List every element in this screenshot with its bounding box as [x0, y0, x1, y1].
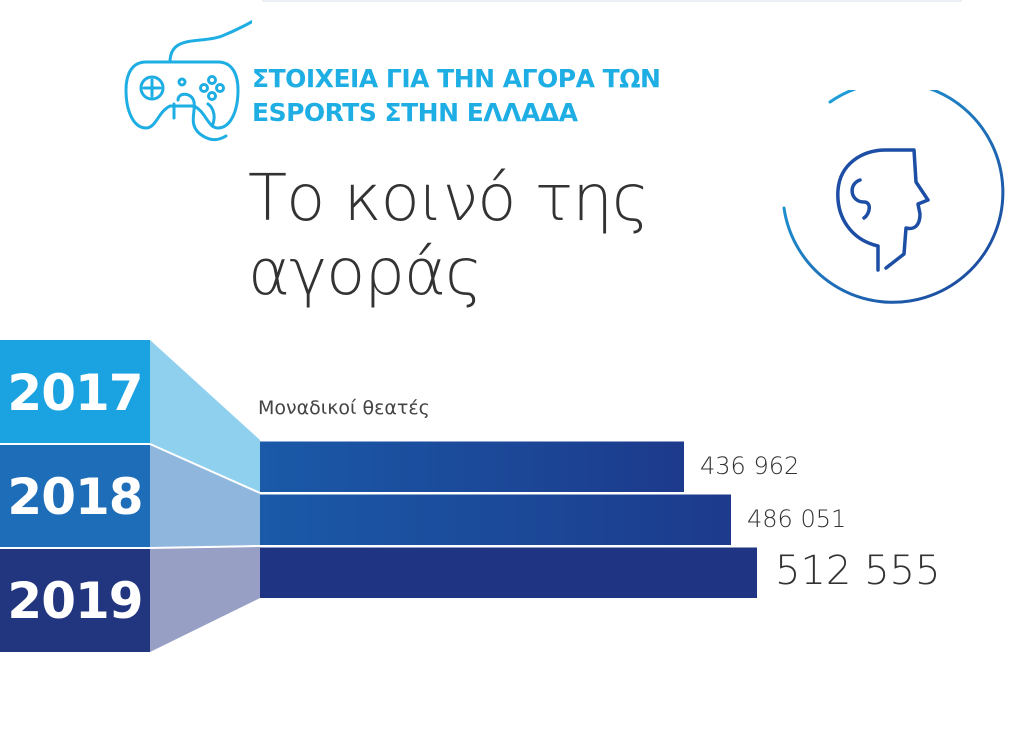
gamepad-icon — [124, 19, 252, 142]
year-band-2018 — [0, 444, 150, 548]
top-divider — [262, 0, 962, 2]
header-title-line1: ΣΤΟΙΧΕΙΑ ΓΙΑ ΤΗΝ ΑΓΟΡΑ ΤΩΝ — [252, 64, 661, 93]
year-label-2018: 2018 — [7, 468, 142, 526]
year-label-2017: 2017 — [7, 364, 142, 422]
head-profile-icon — [782, 90, 1005, 304]
value-label-2018: 486 051 — [747, 505, 846, 533]
bar-2017 — [260, 440, 684, 492]
connector-2017 — [150, 340, 260, 492]
connector-2018 — [150, 444, 260, 548]
header-title-line2: ESPORTS ΣΤΗΝ ΕΛΛΑΔΑ — [252, 98, 578, 127]
year-band-2017 — [0, 340, 150, 444]
value-label-2017: 436 962 — [700, 452, 799, 480]
header-title: ΣΤΟΙΧΕΙΑ ΓΙΑ ΤΗΝ ΑΓΟΡΑ ΤΩΝ ESPORTS ΣΤΗΝ … — [252, 62, 661, 130]
connector-separator — [149, 545, 261, 549]
page-title: Το κοινό της αγοράς — [248, 162, 649, 310]
bar-2019 — [260, 546, 757, 598]
connector-2019 — [150, 546, 260, 652]
page-title-line2: αγοράς — [248, 236, 483, 310]
series-label: Μοναδικοί θεατές — [258, 397, 430, 419]
page-title-line1: Το κοινό της — [248, 162, 649, 236]
bar-2018 — [260, 493, 731, 545]
year-band-2019 — [0, 548, 150, 652]
year-label-2019: 2019 — [7, 572, 142, 630]
connector-separator — [149, 443, 261, 494]
value-label-2019: 512 555 — [775, 548, 940, 594]
